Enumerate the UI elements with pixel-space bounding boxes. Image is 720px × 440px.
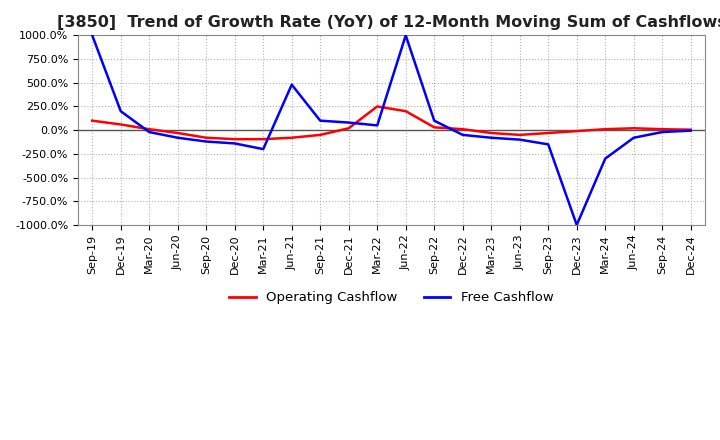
- Legend: Operating Cashflow, Free Cashflow: Operating Cashflow, Free Cashflow: [224, 286, 559, 309]
- Title: [3850]  Trend of Growth Rate (YoY) of 12-Month Moving Sum of Cashflows: [3850] Trend of Growth Rate (YoY) of 12-…: [57, 15, 720, 30]
